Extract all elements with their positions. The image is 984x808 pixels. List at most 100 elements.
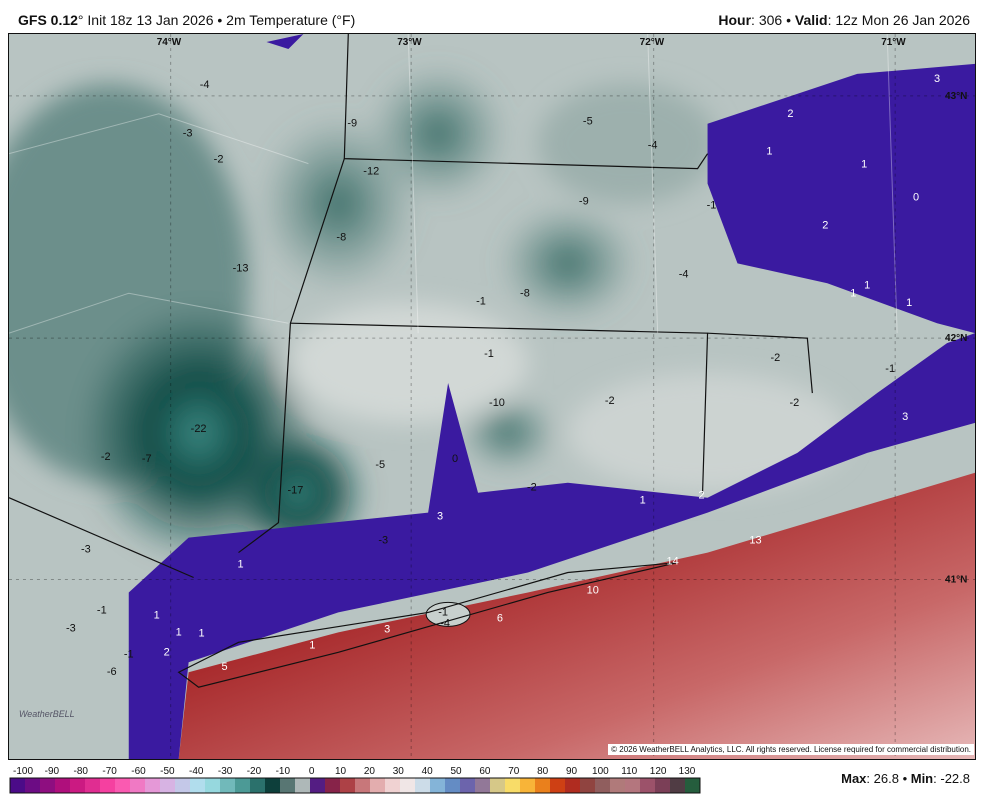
state-borders — [9, 34, 813, 688]
map-title: GFS 0.12° Init 18z 13 Jan 2026 • 2m Temp… — [18, 12, 355, 28]
colorbar-swatch — [55, 778, 71, 793]
temperature-label: -5 — [583, 116, 593, 128]
colorbar-swatch — [295, 778, 311, 793]
temperature-label: -2 — [771, 352, 781, 364]
colorbar-tick-label: 90 — [566, 766, 578, 777]
temperature-label: -4 — [648, 140, 658, 152]
colorbar-tick-label: -10 — [276, 766, 291, 777]
colorbar-swatch — [340, 778, 356, 793]
colorbar-swatch — [595, 778, 611, 793]
colorbar-swatch — [310, 778, 326, 793]
temperature-label: -4 — [200, 79, 210, 91]
temperature-label: 1 — [309, 639, 315, 651]
colorbar-swatch — [10, 778, 26, 793]
min-value: -22.8 — [940, 771, 970, 786]
colorbar-swatch — [145, 778, 161, 793]
init-and-field: ° Init 18z 13 Jan 2026 • 2m Temperature … — [77, 12, 356, 28]
temperature-label: 10 — [587, 584, 599, 596]
colorbar-tick-label: -70 — [102, 766, 117, 777]
temperature-labels: -4-3-2-9 -5-4-12-9-8-13-1-8-4-1-1-10 -2-22… — [66, 73, 940, 678]
colorbar-swatch — [115, 778, 131, 793]
colorbar-tick-label: 30 — [393, 766, 405, 777]
colorbar-swatch — [400, 778, 416, 793]
colorbar-swatch — [280, 778, 296, 793]
temperature-label: 5 — [221, 661, 227, 673]
colorbar-tick-label: 40 — [422, 766, 434, 777]
colorbar-swatch — [70, 778, 86, 793]
colorbar-swatch — [190, 778, 206, 793]
temperature-label: 0 — [913, 192, 919, 204]
colorbar-tick-label: 50 — [450, 766, 462, 777]
temperature-label: 2 — [699, 490, 705, 502]
max-value: 26.8 — [873, 771, 899, 786]
max-min-stats: Max: 26.8 • Min: -22.8 — [841, 771, 970, 786]
hour-value: : 306 • — [751, 12, 795, 28]
valid-value: : 12z Mon 26 Jan 2026 — [827, 12, 970, 28]
colorbar-swatch — [205, 778, 221, 793]
temperature-label: -13 — [233, 262, 249, 274]
longitude-label: 72°W — [640, 37, 665, 48]
freezing-area-top — [266, 34, 304, 49]
colorbar-swatch — [445, 778, 461, 793]
colorbar-swatch — [325, 778, 341, 793]
colorbar-swatch — [655, 778, 671, 793]
temperature-label: -3 — [183, 128, 193, 140]
colorbar-tick-label: 20 — [364, 766, 376, 777]
temperature-label: 0 — [452, 453, 458, 465]
valid-time: Hour: 306 • Valid: 12z Mon 26 Jan 2026 — [718, 12, 970, 28]
temperature-label: -2 — [214, 154, 224, 166]
temperature-label: 6 — [497, 612, 503, 624]
colorbar-swatch — [520, 778, 536, 793]
latitude-label: 43°N — [945, 91, 967, 102]
colorbar-swatch — [610, 778, 626, 793]
colorbar-tick-label: 110 — [621, 766, 637, 777]
temperature-label: -3 — [66, 622, 76, 634]
colorbar-tick-label: -20 — [247, 766, 262, 777]
temperature-label: -2 — [527, 482, 537, 494]
temperature-label: -1 — [484, 348, 494, 360]
temperature-label: -9 — [347, 118, 357, 130]
colorbar-swatch — [685, 778, 701, 793]
colorbar-swatch — [580, 778, 596, 793]
freezing-area-northeast — [707, 63, 975, 334]
colorbar-tick-label: -50 — [160, 766, 175, 777]
temperature-label: -4 — [679, 268, 689, 280]
colorbar-swatch — [235, 778, 251, 793]
colorbar-swatch — [535, 778, 551, 793]
temperature-label: -5 — [375, 459, 385, 471]
temperature-label: -7 — [142, 453, 152, 465]
colorbar-swatch — [550, 778, 566, 793]
model-name: GFS 0.12 — [18, 12, 78, 28]
copyright-notice: © 2026 WeatherBELL Analytics, LLC. All r… — [608, 744, 974, 755]
temperature-label: 3 — [384, 623, 390, 635]
temperature-label: 1 — [237, 559, 243, 571]
freezing-band — [128, 333, 975, 759]
colorbar-swatch — [370, 778, 386, 793]
colorbar-tick-label: 60 — [479, 766, 491, 777]
longitude-labels: 74°W 73°W 72°W 71°W — [157, 37, 907, 48]
temperature-map: 74°W 73°W 72°W 71°W 43°N 42°N 41°N -4 -3 -2 -9 -5… — [8, 33, 976, 760]
temperature-label: 13 — [749, 535, 761, 547]
temperature-label: 3 — [437, 511, 443, 523]
colorbar-border — [9, 777, 701, 794]
temperature-label: -1 — [438, 606, 448, 618]
colorbar-tick-label: 80 — [537, 766, 549, 777]
temperature-label: -8 — [520, 287, 530, 299]
colorbar-swatch — [475, 778, 491, 793]
temperature-label: -9 — [579, 196, 589, 208]
longitude-label: 71°W — [881, 37, 906, 48]
colorbar-tick-label: 100 — [592, 766, 609, 777]
temperature-label: 3 — [934, 73, 940, 85]
colorbar-swatch — [385, 778, 401, 793]
colorbar-tick-label: 120 — [650, 766, 667, 777]
temperature-label: -4 — [440, 617, 450, 629]
temperature-label: 1 — [766, 146, 772, 158]
temperature-label: -1 — [707, 200, 717, 212]
colorbar-tick-label: -80 — [74, 766, 89, 777]
temperature-label: 1 — [861, 159, 867, 171]
colorbar-swatch — [430, 778, 446, 793]
colorbar-swatch — [160, 778, 176, 793]
temperature-label: 2 — [787, 108, 793, 120]
temperature-label: 1 — [906, 297, 912, 309]
ocean-warm-area — [178, 472, 975, 759]
